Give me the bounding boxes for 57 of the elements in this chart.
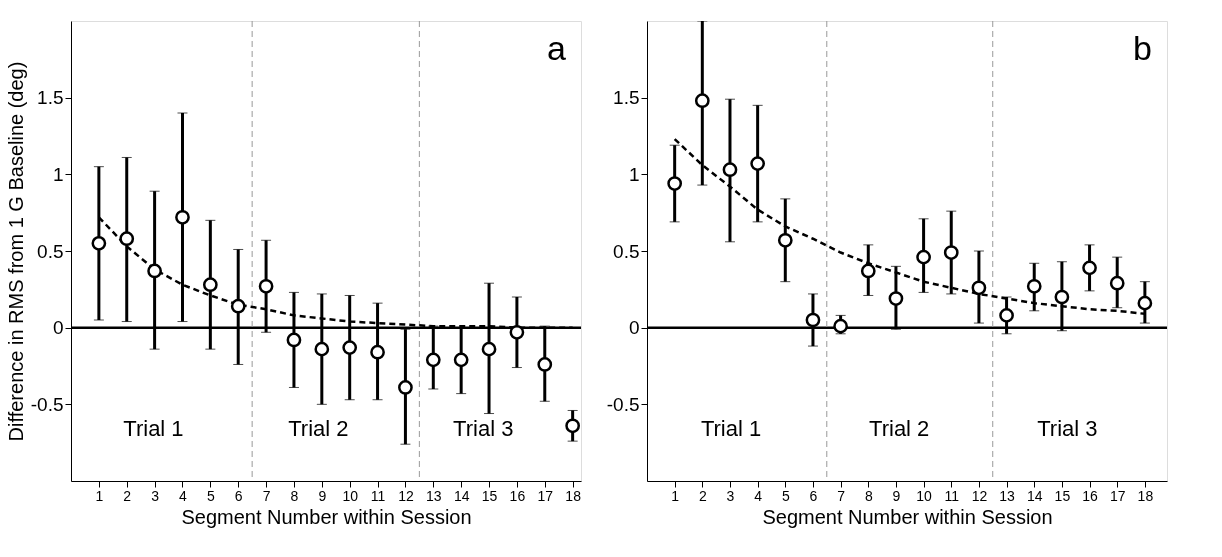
x-tick-label: 14 (1026, 487, 1043, 504)
x-tick-label: 13 (999, 487, 1016, 504)
y-tick-label: 0 (52, 317, 64, 339)
x-tick-label: 7 (837, 487, 846, 504)
annotation: a (547, 29, 567, 67)
x-tick-label: 9 (318, 487, 327, 504)
annotation: Trial 2 (288, 416, 349, 441)
x-tick-label: 3 (151, 487, 160, 504)
y-tick-label: 1 (628, 163, 640, 185)
annotation: Trial 1 (123, 416, 184, 441)
x-tick-label: 8 (864, 487, 873, 504)
x-tick-label: 7 (262, 487, 271, 504)
y-tick-label: 1.5 (613, 87, 640, 109)
y-tick-label: 1.5 (37, 87, 64, 109)
x-tick-label: 6 (234, 487, 243, 504)
x-tick-label: 10 (916, 487, 933, 504)
x-tick-label: 6 (809, 487, 818, 504)
y-tick-label: 0.5 (613, 240, 640, 262)
x-tick-label: 17 (1109, 487, 1126, 504)
x-tick-label: 11 (370, 487, 386, 504)
x-tick-label: 4 (179, 487, 188, 504)
x-tick-label: 12 (971, 487, 988, 504)
annotation: Trial 1 (700, 416, 762, 441)
annotation: b (1133, 29, 1152, 67)
annotation: Trial 3 (453, 416, 514, 441)
x-tick-label: 5 (781, 487, 790, 504)
x-tick-label: 18 (565, 487, 582, 504)
x-tick-label: 16 (1082, 487, 1099, 504)
x-tick-label: 13 (426, 487, 442, 504)
x-axis-title: Segment Number within Session (762, 505, 1053, 528)
y-axis-title: Difference in RMS from 1 G Baseline (deg) (4, 61, 27, 442)
x-tick-label: 2 (698, 487, 707, 504)
x-tick-label: 1 (671, 487, 680, 504)
x-tick-label: 15 (481, 487, 498, 504)
y-tick-label: -0.5 (606, 393, 640, 415)
y-tick-label: 1 (52, 163, 64, 185)
x-tick-label: 8 (290, 487, 299, 504)
x-tick-label: 14 (453, 487, 470, 504)
x-tick-label: 12 (398, 487, 414, 504)
y-tick-label: -0.5 (30, 393, 64, 415)
y-tick-label: 0 (628, 317, 640, 339)
annotation: Trial 3 (1037, 416, 1098, 441)
x-tick-label: 3 (726, 487, 735, 504)
x-tick-label: 10 (342, 487, 359, 504)
x-tick-label: 17 (537, 487, 554, 504)
x-tick-label: 2 (123, 487, 132, 504)
x-tick-label: 18 (1137, 487, 1154, 504)
x-tick-label: 15 (1054, 487, 1071, 504)
x-tick-label: 1 (95, 487, 104, 504)
x-axis-title: Segment Number within Session (181, 505, 472, 528)
x-tick-label: 9 (892, 487, 901, 504)
x-tick-label: 11 (944, 487, 960, 504)
x-tick-label: 4 (754, 487, 763, 504)
x-tick-label: 5 (206, 487, 215, 504)
y-tick-label: 0.5 (37, 240, 64, 262)
x-tick-label: 16 (509, 487, 526, 504)
annotation: Trial 2 (869, 416, 930, 441)
